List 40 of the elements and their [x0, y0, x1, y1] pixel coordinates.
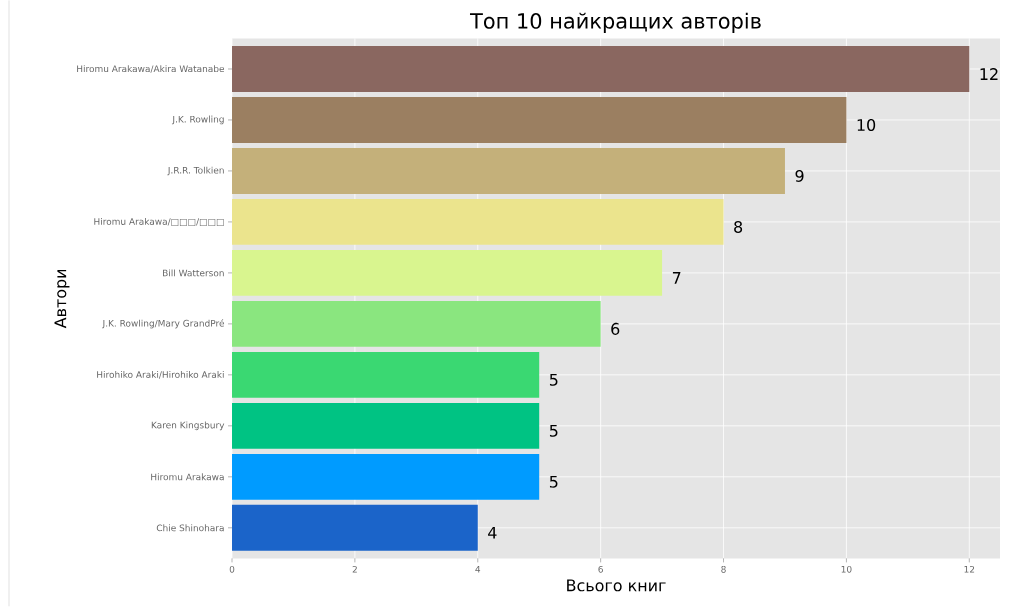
x-tick-label: 2 — [352, 566, 357, 573]
y-tick-label: Hiromu Arakawa — [151, 473, 224, 481]
data-label: 6 — [611, 322, 620, 336]
y-tick-label: Hiromu Arakawa/Akira Watanabe — [77, 65, 225, 73]
bar — [232, 148, 785, 194]
bar — [232, 352, 540, 398]
data-label: 8 — [734, 221, 743, 234]
y-tick-label: J.R.R. Tolkien — [167, 166, 224, 176]
data-label: 5 — [549, 374, 558, 386]
y-axis-title: Автори — [54, 270, 70, 329]
bar — [232, 97, 847, 144]
data-label: 5 — [549, 476, 558, 488]
bar — [232, 453, 540, 500]
data-label: 7 — [672, 272, 681, 284]
y-tick-label: Hiromu Arakawa/□□□/□□□ — [94, 218, 224, 226]
y-tick-label: J.K. Rowling — [171, 115, 224, 125]
y-tick-label: J.K. Rowling/Mary GrandPré — [102, 319, 225, 329]
data-label: 5 — [549, 425, 558, 437]
bar — [232, 199, 724, 245]
data-label: 10 — [857, 119, 876, 132]
y-tick-label: Karen Kingsbury — [151, 421, 225, 431]
x-tick-label: 0 — [229, 566, 235, 573]
x-tick-label: 6 — [598, 566, 603, 573]
y-tick-label: Hirohiko Araki/Hirohiko Araki — [97, 371, 224, 379]
bar — [232, 46, 970, 93]
data-label: 9 — [795, 170, 804, 183]
data-label: 12 — [980, 68, 998, 80]
bar — [232, 504, 478, 551]
chart-title: Топ 10 найкращих авторів — [469, 12, 761, 34]
bar — [232, 301, 601, 347]
y-tick-label: Bill Watterson — [163, 269, 224, 277]
x-tick-label: 12 — [964, 566, 975, 573]
bar — [232, 403, 540, 449]
x-axis-title: Всього книг — [567, 579, 666, 592]
x-tick-label: 10 — [841, 566, 852, 573]
x-tick-label: 8 — [721, 566, 726, 573]
bar — [232, 250, 663, 296]
y-tick-label: Chie Shinohara — [156, 524, 224, 532]
x-tick-label: 4 — [475, 566, 481, 573]
data-label: 4 — [488, 527, 497, 539]
